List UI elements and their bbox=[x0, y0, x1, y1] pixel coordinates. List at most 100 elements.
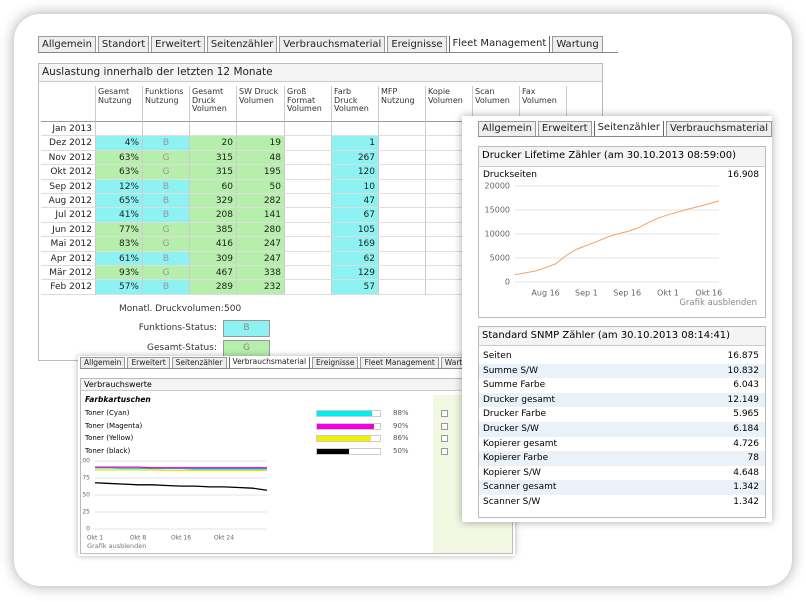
table-cell: 61% bbox=[96, 251, 143, 266]
tab[interactable]: Wartung bbox=[552, 36, 603, 52]
row-label: Okt 2012 bbox=[41, 165, 96, 180]
table-cell: 247 bbox=[237, 251, 285, 266]
column-header: Gesamt Druck Volumen bbox=[190, 86, 237, 122]
x-tick-label: Okt 8 bbox=[130, 535, 146, 542]
table-cell: 467 bbox=[190, 266, 237, 281]
table-cell: 208 bbox=[190, 208, 237, 223]
x-tick-label: Sep 1 bbox=[575, 289, 598, 298]
status-box: B bbox=[223, 320, 270, 337]
row-label: Jul 2012 bbox=[41, 208, 96, 223]
column-header: Funktions Nutzung bbox=[143, 86, 190, 122]
counter-row: Summe Farbe 6.043 bbox=[479, 378, 765, 393]
tab[interactable]: Allgemein bbox=[478, 121, 536, 136]
toner-name: Toner (Yellow) bbox=[85, 434, 134, 442]
table-cell bbox=[285, 179, 332, 194]
toner-name: Toner (Cyan) bbox=[85, 409, 130, 417]
tab[interactable]: Fleet Management bbox=[448, 36, 551, 52]
table-cell: 50 bbox=[237, 179, 285, 194]
table-cell: G bbox=[143, 165, 190, 180]
table-cell bbox=[285, 208, 332, 223]
table-cell: 1 bbox=[332, 136, 379, 151]
table-cell bbox=[285, 122, 332, 137]
gauge bbox=[316, 410, 381, 417]
data-line bbox=[95, 467, 267, 470]
counter-label: Kopierer gesamt bbox=[483, 438, 558, 449]
table-cell: 12% bbox=[96, 179, 143, 194]
tab[interactable]: Ereignisse bbox=[312, 357, 359, 368]
status-box: G bbox=[223, 340, 270, 357]
table-cell: 47 bbox=[332, 194, 379, 209]
counter-label: Summe S/W bbox=[483, 365, 538, 376]
tab[interactable]: Erweitert bbox=[151, 36, 205, 52]
counter-label: Scanner S/W bbox=[483, 497, 541, 507]
counter-value: 5.965 bbox=[733, 409, 759, 420]
table-cell bbox=[379, 280, 426, 295]
tab[interactable]: Verbrauchsmaterial bbox=[666, 121, 772, 136]
table-cell bbox=[285, 194, 332, 209]
consumption-chart: 0 25 50 75 100 Okt 1 Okt 8 Okt 16 Okt 24 bbox=[81, 458, 268, 542]
tab[interactable]: Erweitert bbox=[127, 357, 170, 368]
table-cell bbox=[379, 179, 426, 194]
tab[interactable]: Verbrauchsmaterial bbox=[228, 357, 311, 368]
column-header: Farb Druck Volumen bbox=[332, 86, 379, 122]
table-cell: B bbox=[143, 179, 190, 194]
table-cell: 63% bbox=[96, 150, 143, 166]
table-cell bbox=[285, 237, 332, 252]
checkbox bbox=[441, 447, 448, 455]
table-cell: 289 bbox=[190, 280, 237, 295]
tab[interactable]: Allgemein bbox=[38, 36, 96, 52]
data-line bbox=[94, 482, 268, 491]
counter-value: 1.342 bbox=[733, 497, 759, 507]
consumables-panel: Verbrauchswerte Farbkartuschen Toner (Cyan… bbox=[80, 378, 513, 554]
counter-label: Drucker S/W bbox=[483, 424, 539, 434]
table-cell: 77% bbox=[96, 222, 143, 238]
table-cell: B bbox=[143, 208, 190, 223]
x-tick-label: Okt 1 bbox=[657, 289, 679, 298]
table-cell: 60 bbox=[190, 179, 237, 194]
table-cell: 57 bbox=[332, 280, 379, 295]
table-cell bbox=[143, 122, 190, 137]
y-tick-label: 20000 bbox=[485, 182, 510, 191]
table-cell bbox=[285, 251, 332, 266]
panel-header bbox=[479, 147, 765, 167]
row-label: Apr 2012 bbox=[41, 251, 96, 266]
table-cell: G bbox=[143, 237, 190, 252]
tab[interactable]: Ereignisse bbox=[387, 36, 447, 52]
group-title: Farbkartuschen bbox=[85, 395, 151, 404]
tab[interactable]: Standort bbox=[97, 36, 150, 52]
y-tick-label: 75 bbox=[82, 475, 90, 482]
tab[interactable]: Seitenzähler bbox=[171, 357, 227, 368]
panel-header bbox=[39, 64, 602, 82]
data-line bbox=[95, 469, 267, 472]
summary-value: 500 bbox=[224, 304, 242, 314]
x-tick-label: Okt 16 bbox=[695, 289, 722, 298]
lifetime-chart: 0 5000 10000 15000 20000 Aug 16 Sep 1 Sep 16 Okt… bbox=[485, 182, 723, 298]
checkbox bbox=[441, 435, 448, 442]
table-cell bbox=[379, 251, 426, 266]
row-label: Nov 2012 bbox=[41, 150, 96, 166]
value-label: 16.908 bbox=[727, 170, 760, 180]
table-cell: 282 bbox=[237, 194, 285, 209]
table-cell: 41% bbox=[96, 208, 143, 223]
tab[interactable]: Verbrauchsmaterial bbox=[279, 36, 386, 52]
table-cell: 57% bbox=[96, 280, 143, 295]
counter-row: Drucker Farbe 5.965 bbox=[479, 407, 765, 422]
column-header: Groß Format Volumen bbox=[285, 86, 332, 122]
y-tick-label: 100 bbox=[81, 458, 90, 465]
tab[interactable]: Fleet Management bbox=[360, 357, 439, 368]
tab[interactable]: Seitenzähler bbox=[206, 36, 278, 52]
chart-footer: Grafik ausblenden bbox=[87, 542, 147, 550]
tab[interactable]: Allgemein bbox=[80, 357, 126, 368]
table-cell: 67 bbox=[332, 208, 379, 223]
x-tick-label: Sep 16 bbox=[613, 289, 641, 298]
row-label: Mai 2012 bbox=[41, 237, 96, 252]
tab[interactable]: Seitenzähler bbox=[593, 121, 665, 136]
data-line bbox=[514, 200, 720, 276]
tab[interactable]: Erweitert bbox=[537, 121, 592, 136]
row-label: Feb 2012 bbox=[41, 280, 96, 295]
table-cell: 315 bbox=[190, 165, 237, 180]
column-header: Kopie Volumen bbox=[426, 86, 473, 122]
table-cell: 280 bbox=[237, 222, 285, 238]
table-cell: B bbox=[143, 280, 190, 295]
